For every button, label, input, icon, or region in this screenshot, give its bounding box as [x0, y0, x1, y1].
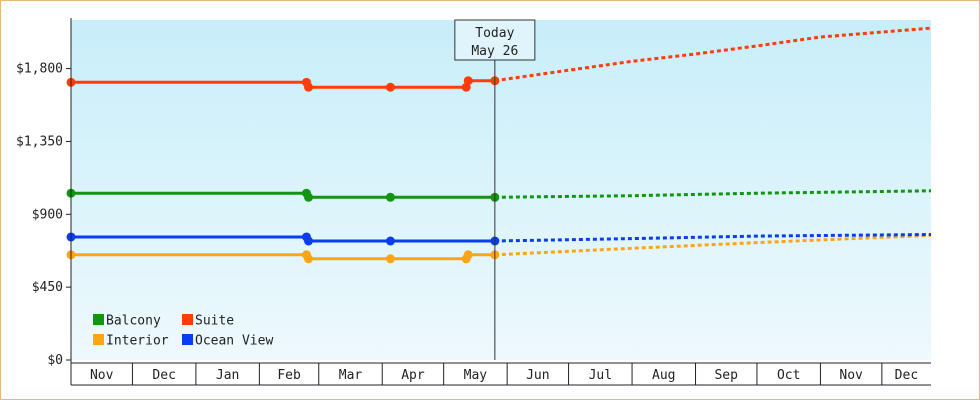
x-tick-label: Apr [401, 368, 425, 383]
legend-label-suite: Suite [195, 314, 234, 329]
legend-swatch-interior [93, 334, 104, 345]
data-point-suite [463, 76, 473, 86]
data-point-ocean-view [304, 236, 314, 246]
today-label: Today [475, 26, 514, 41]
legend-label-balcony: Balcony [106, 314, 161, 329]
x-tick-label: Oct [777, 368, 800, 383]
data-point-suite [304, 82, 314, 92]
legend-label-interior: Interior [106, 334, 169, 349]
x-tick-label: Dec [895, 368, 918, 383]
x-tick-label: Nov [839, 368, 863, 383]
x-tick-label: Jun [526, 368, 549, 383]
forecast-line-ocean-view [494, 233, 932, 243]
legend-swatch-ocean-view [182, 334, 193, 345]
plot-area [71, 20, 931, 360]
forecast-line-interior [494, 233, 932, 257]
y-axis-ticks: $0 $450 $900 $1,350 $1,800 [16, 62, 71, 368]
forecast-line-balcony [494, 189, 932, 199]
x-tick-label: Nov [90, 368, 114, 383]
x-axis: Nov Dec Jan Feb Mar Apr May Jun Jul Aug Sep Oct Nov D… [70, 360, 931, 386]
data-point-interior [385, 254, 395, 264]
x-tick-label: May [464, 368, 488, 383]
data-point-balcony [385, 192, 395, 202]
y-tick-label: $1,350 [16, 134, 63, 149]
y-tick-label: $0 [47, 353, 63, 368]
legend-label-ocean-view: Ocean View [195, 334, 273, 349]
x-tick-label: Jan [216, 368, 239, 383]
today-callout [454, 19, 536, 61]
today-date: May 26 [471, 44, 518, 59]
x-tick-label: Feb [277, 368, 301, 383]
legend-swatch-balcony [93, 314, 104, 325]
x-tick-label: Sep [714, 368, 738, 383]
data-point-balcony [304, 192, 314, 202]
legend-swatch-suite [182, 314, 193, 325]
data-point-ocean-view [385, 236, 395, 246]
legend: Balcony Suite Interior Ocean View [93, 314, 273, 349]
x-tick-label: Dec [152, 368, 175, 383]
x-tick-label: Mar [339, 368, 363, 383]
y-tick-label: $900 [32, 207, 63, 222]
data-point-interior [304, 254, 314, 264]
data-point-interior [463, 250, 473, 260]
today-marker: Today May 26 [454, 19, 536, 360]
data-point-suite [385, 82, 395, 92]
x-tick-label: Aug [652, 368, 675, 383]
y-tick-label: $1,800 [16, 62, 63, 77]
x-tick-label: Jul [589, 368, 612, 383]
y-tick-label: $450 [32, 280, 63, 295]
